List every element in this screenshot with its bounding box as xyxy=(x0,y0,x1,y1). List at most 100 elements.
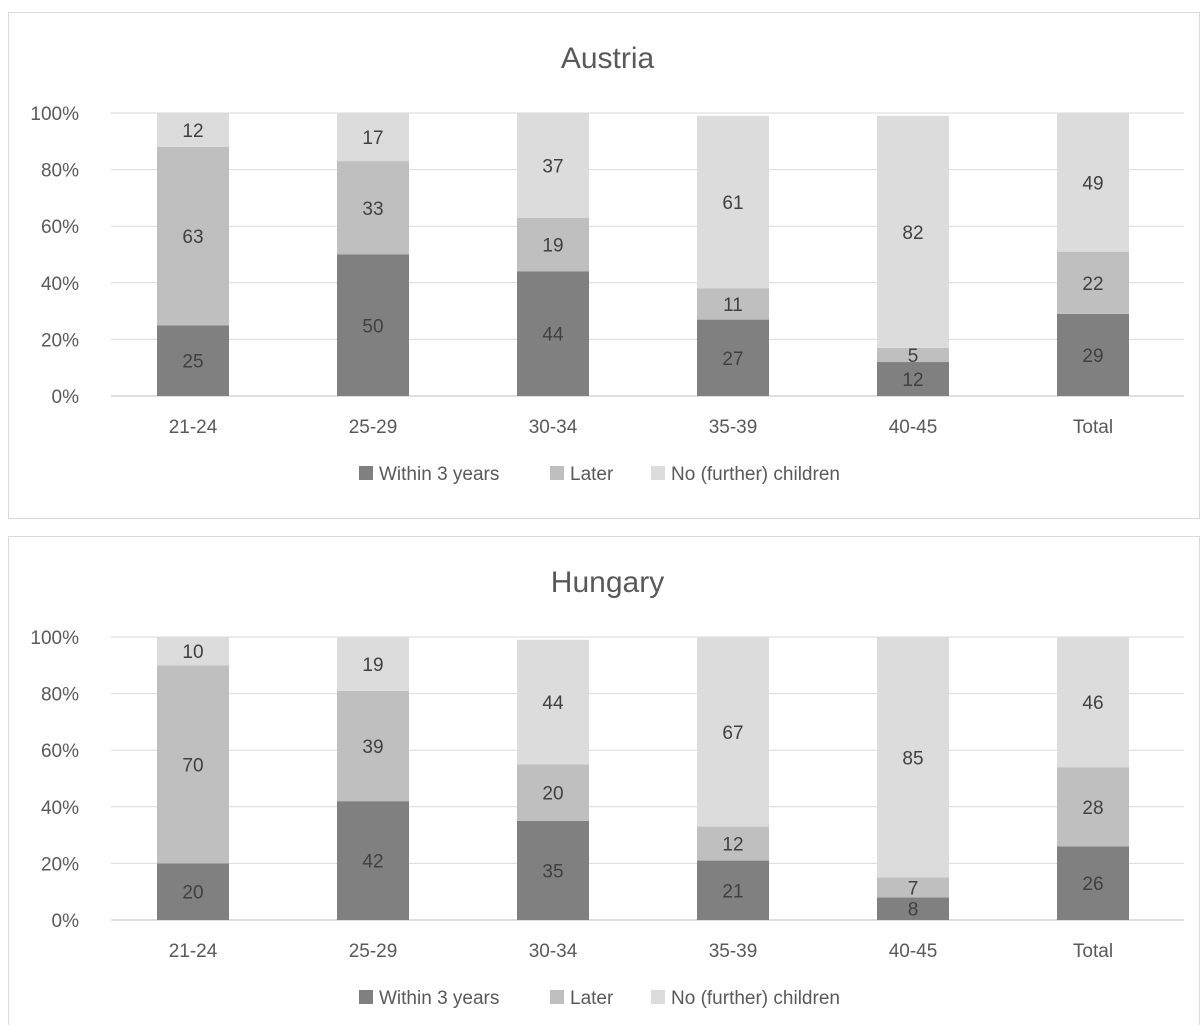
data-label: 50 xyxy=(362,316,383,337)
bar-segment xyxy=(1057,637,1129,768)
data-label: 33 xyxy=(362,199,383,220)
chart-panel-austria: Austria 0% 20% 40% 60% 80% 100% 25 63 12 21-24 50 33… xyxy=(8,12,1200,519)
bar-segment xyxy=(1057,313,1129,396)
x-tick-label: 35-39 xyxy=(709,941,758,962)
data-label: 63 xyxy=(182,227,203,248)
x-tick-label: 40-45 xyxy=(889,941,938,962)
bar-segment xyxy=(517,217,589,272)
data-label: 17 xyxy=(362,128,383,149)
bar-segment xyxy=(337,254,409,396)
data-label: 35 xyxy=(542,861,563,882)
y-tick-label: 100% xyxy=(30,628,79,649)
chart-title: Hungary xyxy=(551,566,664,599)
data-label: 20 xyxy=(542,784,563,805)
data-label: 37 xyxy=(542,156,563,177)
bar-segment xyxy=(337,801,409,920)
bar-segment xyxy=(337,113,409,162)
legend-label: No (further) children xyxy=(671,464,840,485)
data-label: 12 xyxy=(182,121,203,142)
legend-label: Within 3 years xyxy=(379,464,499,485)
chart-austria: Austria 0% 20% 40% 60% 80% 100% 25 63 12 21-24 50 33… xyxy=(30,42,1184,485)
data-label: 19 xyxy=(362,655,383,676)
data-label: 20 xyxy=(182,883,203,904)
x-tick-label: 21-24 xyxy=(169,417,218,438)
data-label: 7 xyxy=(908,878,919,899)
bar-segment xyxy=(877,897,949,920)
bar-segment xyxy=(517,820,589,920)
data-label: 28 xyxy=(1082,798,1103,819)
legend-swatch xyxy=(359,990,373,1004)
x-tick-label: Total xyxy=(1073,941,1113,962)
bar-segment xyxy=(697,826,769,861)
y-tick-label: 40% xyxy=(41,274,79,295)
legend-label: Within 3 years xyxy=(379,988,499,1009)
bar-segment xyxy=(157,113,229,147)
y-tick-label: 20% xyxy=(41,854,79,875)
bar-segment xyxy=(517,764,589,821)
y-tick-label: 100% xyxy=(30,104,79,125)
legend-swatch xyxy=(359,466,373,480)
bar-segment xyxy=(517,639,589,765)
data-label: 27 xyxy=(722,349,743,370)
data-label: 42 xyxy=(362,852,383,873)
data-label: 12 xyxy=(722,835,743,856)
bar-segment xyxy=(697,115,769,289)
bar-segment xyxy=(1057,251,1129,314)
data-label: 82 xyxy=(902,223,923,244)
data-label: 21 xyxy=(722,881,743,902)
x-tick-label: 30-34 xyxy=(529,417,578,438)
data-label: 44 xyxy=(542,325,564,346)
bar-segment xyxy=(877,362,949,396)
bar-segment xyxy=(877,877,949,898)
data-label: 11 xyxy=(723,295,743,316)
x-tick-label: 25-29 xyxy=(349,417,398,438)
data-label: 26 xyxy=(1082,874,1103,895)
data-label: 12 xyxy=(902,370,923,391)
bar-segment xyxy=(697,319,769,396)
y-tick-label: 60% xyxy=(41,741,79,762)
legend-swatch xyxy=(550,990,564,1004)
bar-segment xyxy=(517,113,589,218)
bar-segment xyxy=(157,637,229,666)
bar-segment xyxy=(517,271,589,396)
data-label: 22 xyxy=(1082,274,1103,295)
x-tick-label: 30-34 xyxy=(529,941,578,962)
data-label: 49 xyxy=(1082,173,1103,194)
data-label: 25 xyxy=(182,352,203,373)
y-tick-label: 60% xyxy=(41,217,79,238)
bar-segment xyxy=(877,637,949,878)
bar-segment xyxy=(157,863,229,920)
legend-swatch xyxy=(651,990,665,1004)
bar-segment xyxy=(337,690,409,802)
data-label: 67 xyxy=(722,723,743,744)
x-tick-label: 25-29 xyxy=(349,941,398,962)
x-tick-label: Total xyxy=(1073,417,1113,438)
bar-segment xyxy=(337,637,409,691)
bar-segment xyxy=(877,115,949,348)
bar-segment xyxy=(157,325,229,396)
data-label: 39 xyxy=(362,737,383,758)
y-tick-label: 0% xyxy=(52,387,80,408)
data-label: 85 xyxy=(902,748,923,769)
chart-hungary: Hungary 0% 20% 40% 60% 80% 100% 20 70 10 21-24 42 39… xyxy=(30,566,1184,1009)
bar-segment xyxy=(697,637,769,827)
legend-label: No (further) children xyxy=(671,988,840,1009)
bar-segment xyxy=(697,860,769,920)
data-label: 5 xyxy=(908,346,919,367)
data-label: 61 xyxy=(722,193,743,214)
y-tick-label: 0% xyxy=(52,911,80,932)
bar-segment xyxy=(1057,767,1129,847)
legend-label: Later xyxy=(570,464,614,485)
x-tick-label: 40-45 xyxy=(889,417,938,438)
bar-segment xyxy=(157,665,229,864)
legend-swatch xyxy=(651,466,665,480)
data-label: 44 xyxy=(542,693,564,714)
data-label: 10 xyxy=(182,642,203,663)
x-tick-label: 35-39 xyxy=(709,417,758,438)
data-label: 8 xyxy=(908,900,919,921)
chart-panel-hungary: Hungary 0% 20% 40% 60% 80% 100% 20 70 10 21-24 42 39… xyxy=(8,536,1200,1025)
y-tick-label: 40% xyxy=(41,798,79,819)
bar-segment xyxy=(157,146,229,326)
bar-segment xyxy=(697,288,769,320)
y-tick-label: 80% xyxy=(41,685,79,706)
